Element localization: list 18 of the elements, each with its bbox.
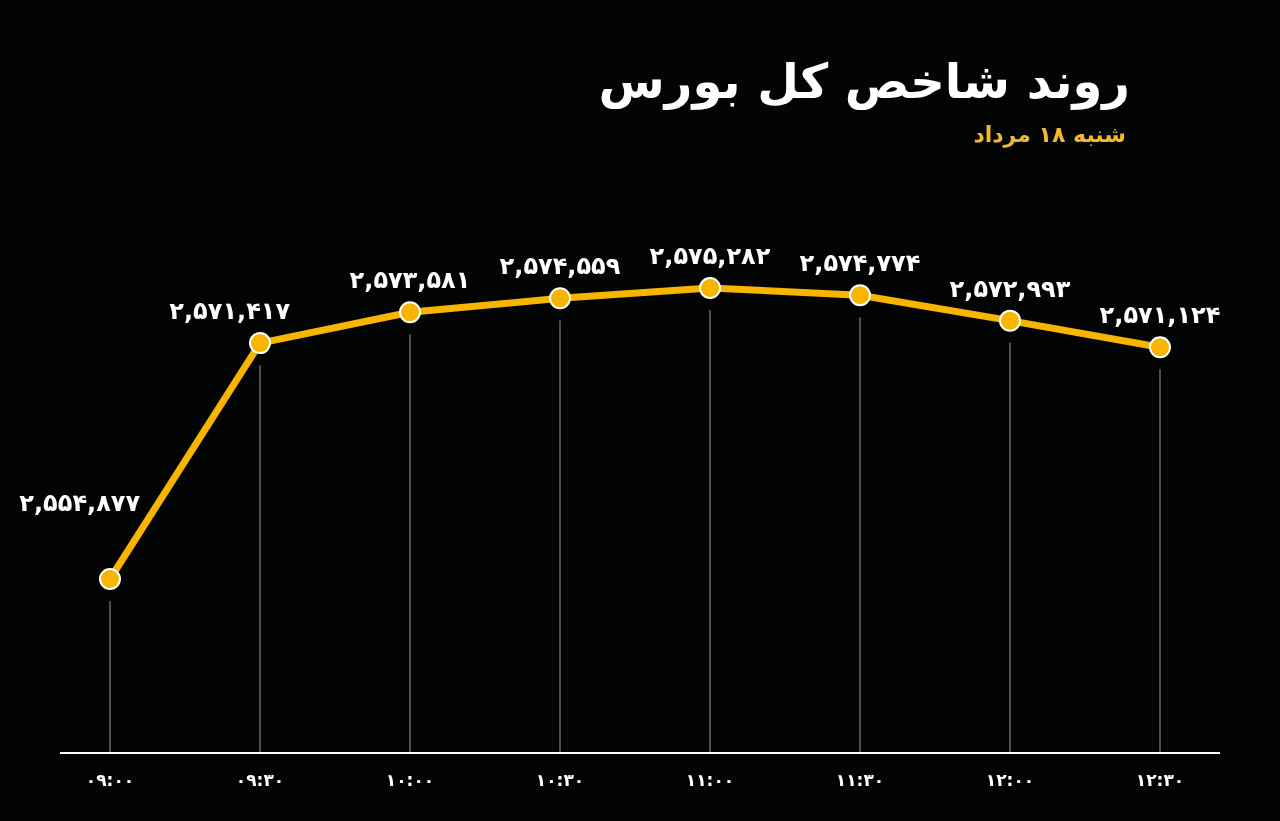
data-label: ۲,۵۷۴,۵۵۹: [499, 252, 621, 281]
x-tick-label: ۱۰:۳۰: [535, 770, 585, 790]
x-tick-label: ۱۲:۰۰: [985, 770, 1035, 790]
data-label: ۲,۵۷۳,۵۸۱: [349, 266, 471, 295]
x-tick-label: ۰۹:۰۰: [85, 770, 135, 790]
title: روند شاخص کل بورس: [598, 53, 1130, 109]
data-label: ۲,۵۵۴,۸۷۷: [19, 489, 141, 517]
subtitle: شنبه ۱۸ مرداد: [973, 122, 1126, 147]
data-label: ۲,۵۷۴,۷۷۴: [799, 249, 921, 278]
data-label: ۲,۵۷۲,۹۹۳: [949, 274, 1071, 303]
data-label: ۲,۵۷۱,۴۱۷: [169, 297, 291, 326]
data-label: ۲,۵۷۵,۲۸۲: [649, 242, 771, 270]
x-tick-label: ۱۰:۰۰: [385, 770, 435, 790]
data-label: ۲,۵۷۱,۱۲۴: [1099, 301, 1221, 330]
x-tick-label: ۱۱:۰۰: [685, 770, 735, 790]
x-tick-label: ۰۹:۳۰: [235, 770, 285, 790]
x-tick-label: ۱۱:۳۰: [835, 770, 885, 790]
x-tick-label: ۱۲:۳۰: [1135, 770, 1185, 790]
